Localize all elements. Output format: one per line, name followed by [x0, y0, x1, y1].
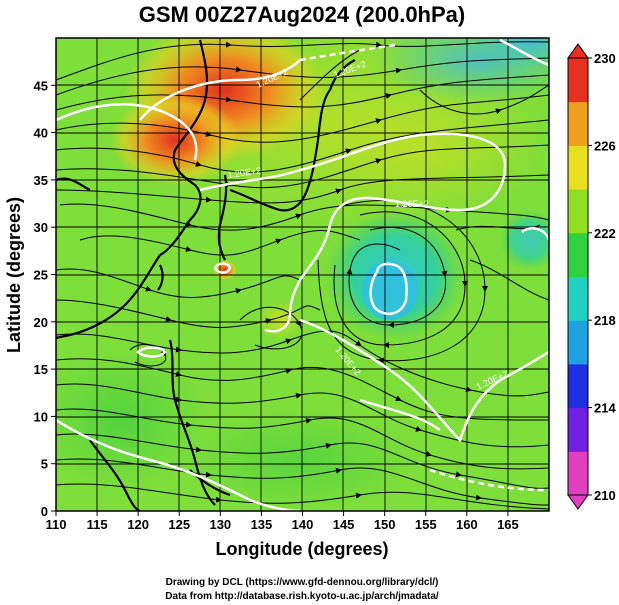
- y-tick-label: 15: [34, 362, 48, 377]
- colorbar-min-arrow: [567, 494, 589, 510]
- x-tick-label: 150: [374, 517, 396, 532]
- y-tick-label: 25: [34, 268, 48, 283]
- y-tick-label: 10: [34, 409, 48, 424]
- y-tick-label: 45: [34, 78, 48, 93]
- y-tick-label: 5: [41, 457, 48, 472]
- x-tick-label: 155: [415, 517, 437, 532]
- x-tick-label: 125: [168, 517, 190, 532]
- colorbar: 210 214 218 222 226 230: [567, 43, 616, 510]
- colorbar-tick-label: 218: [594, 313, 616, 328]
- x-tick-label: 140: [292, 517, 314, 532]
- x-tick-label: 165: [497, 517, 519, 532]
- x-tick-label: 160: [456, 517, 478, 532]
- credit-drawing: Drawing by DCL (https://www.gfd-dennou.o…: [166, 577, 439, 588]
- y-tick-label: 0: [41, 504, 48, 519]
- contours: [56, 38, 549, 511]
- map-title: GSM 00Z27Aug2024 (200.0hPa): [139, 2, 465, 27]
- colorbar-tick-label: 214: [594, 401, 616, 416]
- y-tick-label: 40: [34, 126, 48, 141]
- colorbar-segment: [568, 189, 588, 234]
- colorbar-segment: [568, 58, 588, 103]
- x-tick-label: 120: [127, 517, 149, 532]
- colorbar-segment: [568, 451, 588, 496]
- y-axis: 0 5 10 15 20 25 30 35 40 45 Latitude (degrees): [4, 78, 56, 519]
- colorbar-segment: [568, 407, 588, 452]
- colorbar-frame: [567, 57, 589, 496]
- colorbar-segment: [568, 276, 588, 321]
- y-tick-label: 20: [34, 315, 48, 330]
- colorbar-segment: [568, 145, 588, 190]
- credit-data: Data from http://database.rish.kyoto-u.a…: [165, 591, 439, 602]
- x-tick-label: 145: [333, 517, 355, 532]
- colorbar-tick-label: 226: [594, 138, 616, 153]
- x-tick-label: 135: [251, 517, 273, 532]
- y-tick-label: 30: [34, 220, 48, 235]
- colorbar-tick-label: 222: [594, 226, 616, 241]
- contour-label: 1.20E+2: [227, 165, 262, 180]
- plot-area: 1.20E+2 1.20E+2 1.20E+2 1.20E+2 1.20E+2 …: [55, 37, 550, 512]
- colorbar-max-arrow: [567, 43, 589, 59]
- colorbar-tick-label: 230: [594, 51, 616, 66]
- x-axis-label: Longitude (degrees): [215, 539, 388, 559]
- y-axis-label: Latitude (degrees): [4, 197, 24, 353]
- colorbar-tick-label: 210: [594, 488, 616, 503]
- y-tick-label: 35: [34, 173, 48, 188]
- colorbar-segment: [568, 232, 588, 277]
- colorbar-segment: [568, 363, 588, 409]
- x-axis: 110 115 120 125 130 135 140 145 150 155 160 165 Lon…: [46, 511, 519, 559]
- contour-label: 1.20E+2: [395, 199, 429, 209]
- colorbar-segment: [568, 320, 588, 365]
- x-tick-label: 115: [87, 517, 108, 532]
- colorbar-segment: [568, 101, 588, 146]
- coastlines: [56, 39, 356, 511]
- x-tick-label: 130: [209, 517, 231, 532]
- x-tick-label: 110: [46, 517, 67, 532]
